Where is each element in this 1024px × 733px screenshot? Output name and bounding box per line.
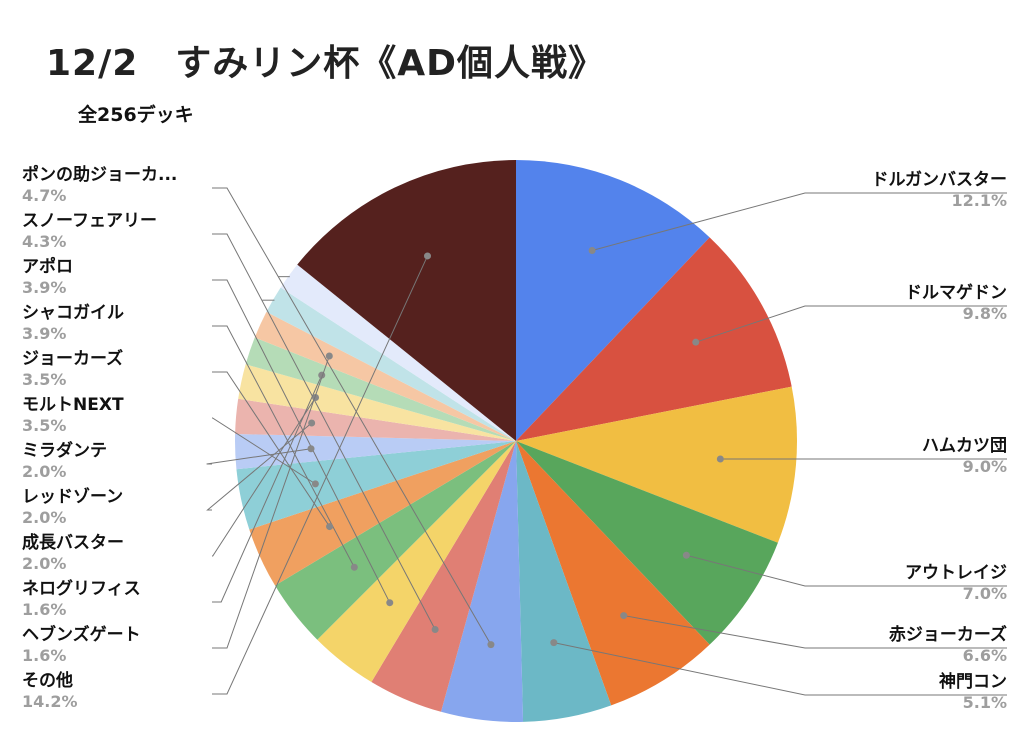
slice-percent-label: 4.7%	[22, 186, 66, 205]
pie-slice	[249, 441, 517, 586]
slice-name-label: その他	[22, 670, 73, 691]
pie-slice	[441, 441, 524, 722]
slice-name-label: ジョーカーズ	[22, 348, 123, 369]
leader-line	[212, 255, 428, 695]
pie-slice	[371, 441, 516, 712]
slice-percent-label: 7.0%	[963, 584, 1007, 603]
leader-line	[206, 422, 312, 511]
leader-dot	[692, 338, 700, 346]
slice-percent-label: 1.6%	[22, 600, 66, 619]
slice-name-label: スノーフェアリー	[22, 211, 157, 231]
leader-line	[553, 642, 1007, 696]
pie-slice	[245, 337, 517, 441]
slice-percent-label: 2.0%	[22, 462, 66, 481]
slice-name-label: ハムカツ団	[922, 436, 1007, 456]
slice-percent-label: 2.0%	[22, 554, 66, 573]
leader-line	[212, 325, 355, 568]
chart-title: 12/2 すみリン杯《AD個人戦》	[46, 43, 606, 84]
slice-name-label: シャコガイル	[22, 303, 124, 323]
pie-slice	[516, 237, 792, 441]
leader-dot	[386, 599, 394, 607]
pie-slice	[235, 433, 516, 470]
slice-percent-label: 6.6%	[963, 646, 1007, 665]
leader-dot	[550, 639, 558, 647]
slice-name-label: ネログリフィス	[22, 578, 141, 599]
slice-percent-label: 3.5%	[22, 370, 66, 389]
slice-percent-label: 12.1%	[951, 191, 1007, 210]
leader-dot	[588, 247, 596, 255]
leader-lines	[206, 187, 1007, 696]
pie-slice	[516, 386, 798, 543]
leader-line	[591, 192, 1007, 251]
slice-percent-label: 14.2%	[22, 692, 78, 711]
pie-slices	[235, 160, 798, 722]
leader-line	[212, 355, 330, 649]
leader-line	[695, 305, 1007, 343]
slice-name-label: ミラダンテ	[22, 440, 107, 461]
slice-name-label: 神門コン	[939, 671, 1007, 692]
leader-dot	[431, 626, 439, 634]
pie-slice	[317, 441, 516, 682]
pie-slice	[236, 441, 517, 530]
slice-percent-label: 4.3%	[22, 232, 66, 251]
slice-percent-label: 1.6%	[22, 646, 66, 665]
slice-name-label: 赤ジョーカーズ	[889, 624, 1007, 645]
leader-line	[212, 417, 316, 485]
pie-slice	[254, 311, 517, 441]
leader-line	[212, 279, 391, 603]
slice-name-label: ドルマゲドン	[905, 282, 1007, 303]
pie-slice	[516, 441, 778, 645]
slice-percent-label: 9.8%	[963, 304, 1007, 323]
leader-dot	[620, 612, 628, 620]
slice-percent-label: 3.9%	[22, 278, 66, 297]
pie-slice	[266, 287, 516, 441]
slice-percent-label: 9.0%	[963, 457, 1007, 476]
leader-dot	[308, 419, 316, 427]
leader-dot	[716, 455, 724, 463]
slice-percent-label: 3.9%	[22, 324, 66, 343]
leader-line	[212, 397, 316, 557]
slice-name-label: ドルガンバスター	[872, 170, 1008, 190]
pie-slice	[516, 441, 710, 706]
slice-name-label: アポロ	[22, 256, 73, 277]
leader-line	[212, 187, 492, 645]
pie-slice	[516, 441, 612, 722]
slice-percent-label: 2.0%	[22, 508, 66, 527]
leader-line	[212, 374, 323, 603]
slice-name-label: レッドゾーン	[22, 487, 123, 507]
leader-line	[212, 233, 436, 630]
slice-percent-label: 3.5%	[22, 416, 66, 435]
slice-name-label: アウトレイジ	[905, 563, 1007, 583]
slice-name-label: ポンの助ジョーカ...	[22, 164, 177, 185]
leader-line	[623, 615, 1007, 649]
slice-name-label: モルトNEXT	[22, 395, 124, 415]
slice-percent-label: 5.1%	[963, 693, 1007, 712]
leader-dot	[325, 352, 333, 360]
slice-name-label: 成長バスター	[22, 532, 124, 553]
pie-slice	[516, 160, 710, 441]
leader-dot	[311, 480, 319, 488]
slice-name-label: ヘブンズゲート	[22, 624, 141, 645]
leader-dot	[487, 641, 495, 649]
leader-dot	[682, 551, 690, 559]
chart-subtitle: 全256デッキ	[78, 104, 194, 126]
pie-slice	[235, 398, 516, 441]
leader-dot	[350, 563, 358, 571]
leader-line	[206, 448, 312, 465]
leader-dot	[423, 252, 431, 260]
pie-slice	[275, 441, 516, 640]
leader-dot	[307, 445, 315, 453]
pie-slice	[280, 264, 516, 441]
leader-dot	[326, 523, 334, 531]
leader-line	[686, 554, 1007, 587]
leader-line	[212, 371, 330, 527]
pie-slice	[238, 364, 516, 441]
